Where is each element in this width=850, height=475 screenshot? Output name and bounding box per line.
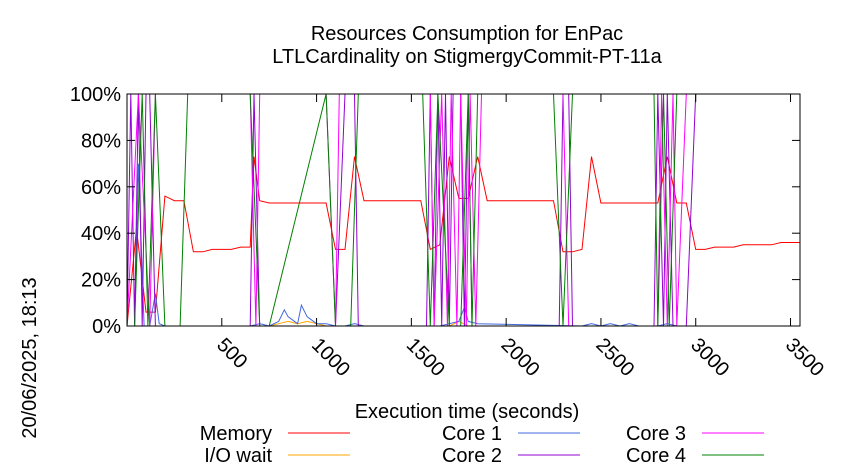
- chart-subtitle: LTLCardinality on StigmergyCommit-PT-11a: [272, 46, 662, 68]
- x-tick-label: 2500: [591, 334, 638, 381]
- x-tick-label: 3000: [686, 334, 733, 381]
- legend-label: Core 2: [442, 445, 502, 467]
- legend-label: Core 1: [442, 423, 502, 445]
- x-tick-label: 500: [212, 334, 251, 373]
- x-tick-label: 1500: [402, 334, 449, 381]
- legend-item: Core 3: [626, 423, 764, 445]
- legend-label: Memory: [200, 423, 272, 445]
- x-tick-label: 1000: [307, 334, 354, 381]
- legend-item: Core 1: [442, 423, 580, 445]
- legend-item: I/O wait: [204, 445, 350, 467]
- y-tick-label: 0%: [92, 316, 121, 338]
- plot-frame: [126, 93, 801, 327]
- y-tick-label: 60%: [81, 177, 121, 199]
- y-tick-label: 100%: [70, 84, 121, 106]
- legend-item: Core 4: [626, 445, 764, 467]
- series-line-core-3: [127, 94, 800, 326]
- series-line-core-1: [127, 163, 800, 326]
- series-layer: [127, 94, 800, 326]
- legend-item: Core 2: [442, 445, 580, 467]
- x-tick-label: 2000: [497, 334, 544, 381]
- side-timestamp: 20/06/2025, 18:13: [19, 277, 41, 438]
- y-tick-label: 40%: [81, 223, 121, 245]
- legend-label: Core 4: [626, 445, 686, 467]
- legend-label: Core 3: [626, 423, 686, 445]
- y-tick-label: 20%: [81, 270, 121, 292]
- x-axis-label: Execution time (seconds): [355, 401, 580, 423]
- x-tick-label: 3500: [781, 334, 828, 381]
- chart-title: Resources Consumption for EnPac: [311, 23, 623, 45]
- legend-label: I/O wait: [204, 445, 272, 467]
- legend-item: Memory: [200, 423, 350, 445]
- y-tick-label: 80%: [81, 130, 121, 152]
- series-line-i-o-wait: [127, 320, 800, 326]
